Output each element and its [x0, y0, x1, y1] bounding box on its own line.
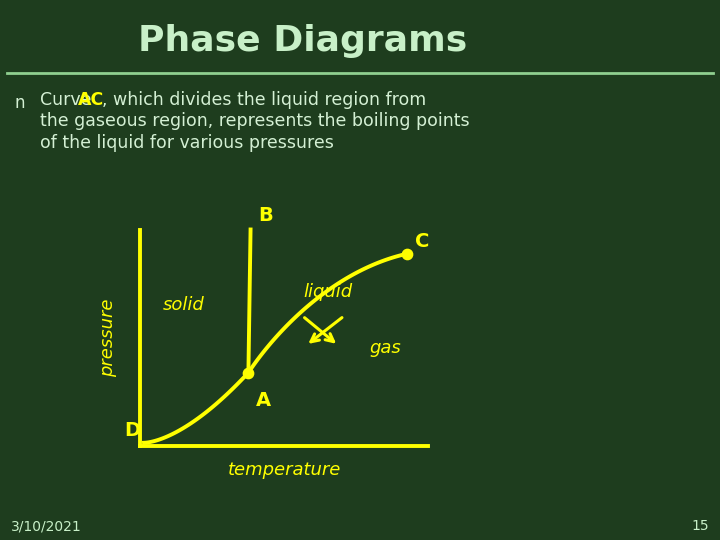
Text: C: C	[415, 232, 430, 251]
Text: liquid: liquid	[303, 282, 352, 301]
Text: pressure: pressure	[99, 298, 117, 377]
Text: Phase Diagrams: Phase Diagrams	[138, 24, 467, 57]
Point	[401, 249, 413, 258]
Point	[243, 368, 254, 377]
Text: D: D	[125, 421, 140, 440]
Text: gas: gas	[369, 339, 401, 357]
Text: n: n	[14, 93, 25, 112]
Text: of the liquid for various pressures: of the liquid for various pressures	[40, 134, 333, 152]
Text: AC: AC	[78, 91, 104, 109]
Text: A: A	[256, 392, 271, 410]
Text: 15: 15	[692, 519, 709, 534]
Text: solid: solid	[163, 296, 204, 314]
Text: temperature: temperature	[228, 461, 341, 479]
Text: , which divides the liquid region from: , which divides the liquid region from	[102, 91, 426, 109]
Text: Curve: Curve	[40, 91, 96, 109]
Text: B: B	[258, 206, 273, 225]
Text: 3/10/2021: 3/10/2021	[11, 519, 81, 534]
Text: the gaseous region, represents the boiling points: the gaseous region, represents the boili…	[40, 112, 469, 131]
